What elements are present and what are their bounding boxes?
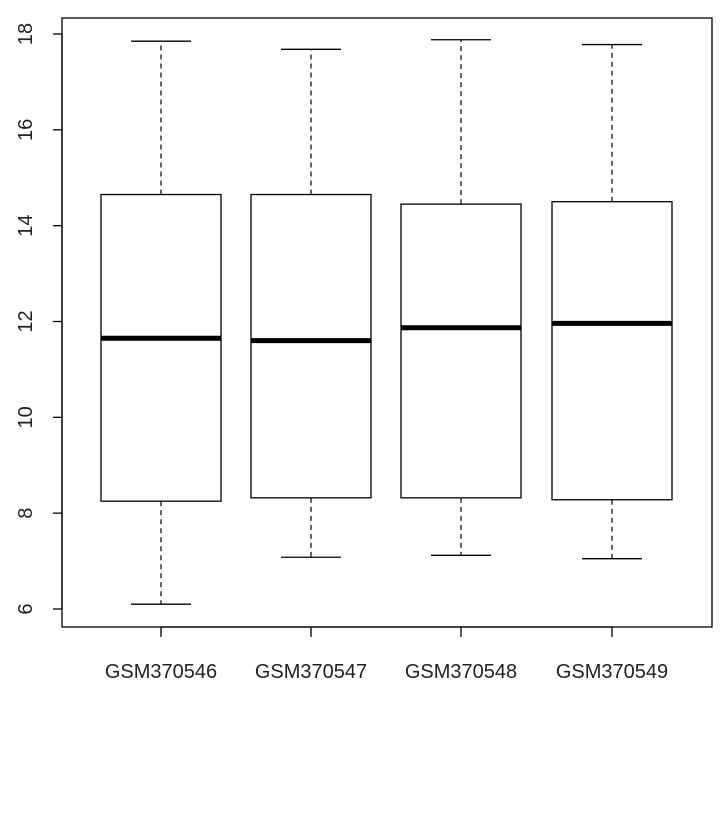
y-tick-label: 8 — [15, 508, 37, 519]
y-tick-label: 6 — [15, 603, 37, 614]
x-axis: GSM370546 GSM370547 GSM370548 GSM370549 — [105, 626, 668, 683]
iqr-box — [551, 201, 673, 501]
x-tick-label: GSM370546 — [105, 661, 217, 683]
x-tick-label: GSM370547 — [255, 661, 367, 683]
x-tick-label: GSM370549 — [556, 661, 668, 683]
y-axis: 6 8 10 12 14 16 18 — [15, 23, 63, 615]
box-GSM370548 — [400, 39, 522, 556]
y-tick-label: 16 — [15, 119, 37, 141]
box-series — [100, 39, 673, 605]
iqr-box — [100, 193, 222, 502]
y-tick-label: 14 — [15, 215, 37, 237]
y-tick-label: 12 — [15, 310, 37, 332]
box-GSM370547 — [250, 48, 372, 558]
x-tick-label: GSM370548 — [405, 661, 517, 683]
y-tick-label: 10 — [15, 406, 37, 428]
iqr-box — [400, 203, 522, 499]
y-tick-label: 18 — [15, 23, 37, 45]
box-GSM370549 — [551, 43, 673, 560]
iqr-box — [250, 193, 372, 499]
box-GSM370546 — [100, 40, 222, 605]
